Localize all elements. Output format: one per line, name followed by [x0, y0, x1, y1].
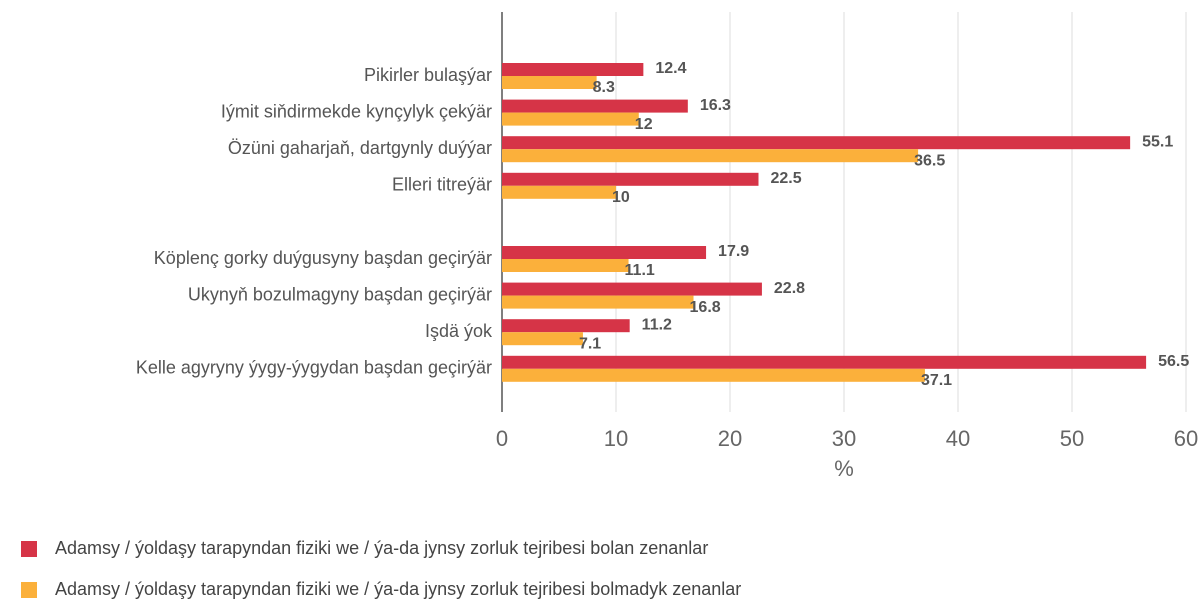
legend-swatch [21, 582, 37, 598]
value-label: 11.1 [625, 262, 655, 279]
value-label: 56.5 [1158, 353, 1189, 370]
y-tick-label: Köplenç gorky duýgusyny başdan geçirýär [154, 248, 492, 268]
bar [502, 76, 597, 89]
bar [502, 282, 762, 296]
value-label: 16.8 [690, 299, 721, 316]
value-label: 17.9 [718, 243, 749, 260]
bar [502, 332, 583, 346]
x-tick-label: 20 [718, 426, 742, 451]
value-label: 22.5 [771, 170, 802, 187]
y-tick-label: Özüni gaharjaň, dartgynly duýýar [228, 138, 492, 158]
bar [502, 295, 694, 309]
bar [502, 112, 639, 126]
value-label: 16.3 [700, 97, 731, 114]
value-label: 12.4 [655, 60, 686, 77]
bar [502, 63, 644, 76]
bar [502, 149, 919, 163]
y-tick-label: Elleri titreýär [392, 175, 492, 195]
x-axis-label: % [834, 456, 854, 481]
x-tick-label: 50 [1060, 426, 1084, 451]
x-tick-label: 40 [946, 426, 970, 451]
x-tick-label: 60 [1174, 426, 1198, 451]
x-tick-label: 0 [496, 426, 508, 451]
value-label: 7.1 [579, 335, 601, 352]
value-label: 22.8 [774, 280, 805, 297]
y-tick-label: Ukynyň bozulmagyny başdan geçirýär [188, 284, 492, 304]
bar [502, 355, 1147, 369]
bar [502, 136, 1131, 150]
y-tick-label: Işdä ýok [425, 321, 493, 341]
value-label: 11.2 [642, 316, 672, 333]
bar [502, 246, 707, 259]
y-tick-label: Pikirler bulaşýar [364, 65, 492, 85]
value-label: 8.3 [593, 79, 615, 96]
legend-swatch [21, 541, 37, 557]
y-tick-label: Kelle agyryny ýygy-ýygydan başdan geçirý… [136, 358, 492, 378]
bar [502, 99, 688, 113]
bar [502, 185, 616, 199]
value-label: 37.1 [921, 372, 952, 389]
x-tick-label: 30 [832, 426, 856, 451]
y-tick-label: Iýmit siňdirmekde kynçylyk çekýär [221, 101, 492, 121]
legend-label: Adamsy / ýoldaşy tarapyndan fiziki we / … [55, 538, 708, 558]
bar [502, 368, 925, 382]
legend-label: Adamsy / ýoldaşy tarapyndan fiziki we / … [55, 579, 741, 599]
value-label: 36.5 [914, 152, 945, 169]
bar [502, 319, 630, 333]
bar [502, 172, 759, 186]
value-label: 12 [635, 116, 653, 133]
bar [502, 259, 629, 272]
value-label: 10 [612, 189, 630, 206]
x-tick-label: 10 [604, 426, 628, 451]
value-label: 55.1 [1142, 133, 1173, 150]
